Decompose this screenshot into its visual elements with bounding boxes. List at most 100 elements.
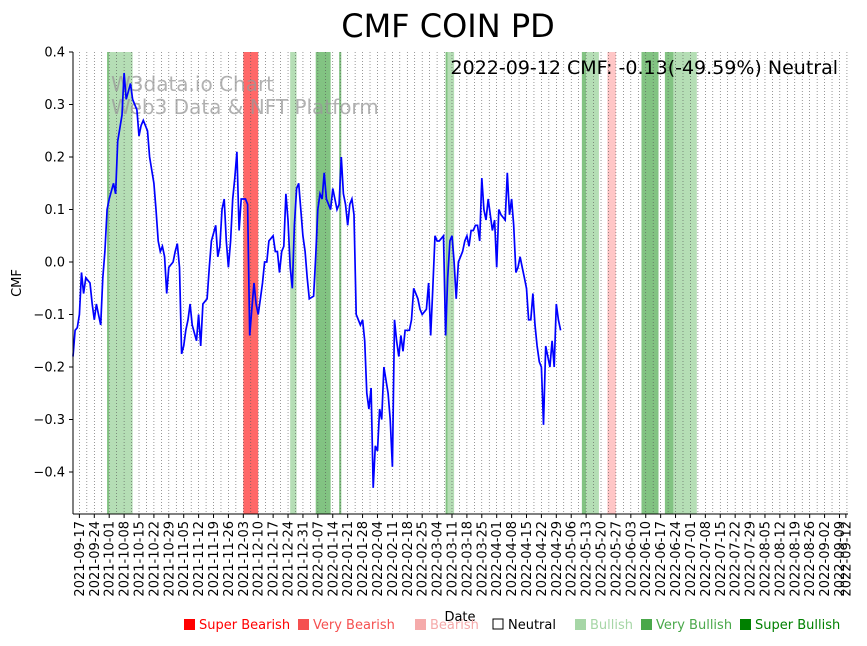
x-tick-label: 2021-11-05 — [177, 521, 192, 597]
x-tick-label: 2021-11-19 — [207, 521, 222, 597]
x-tick-label: 2022-04-15 — [520, 521, 535, 597]
legend-swatch — [184, 619, 195, 630]
x-tick-label: 2022-06-10 — [639, 521, 654, 597]
signal-span-3 — [290, 52, 297, 514]
signal-span-9 — [586, 52, 599, 514]
legend-label: Bearish — [430, 618, 479, 633]
x-tick-label: 2022-09-02 — [818, 521, 833, 597]
x-tick-label: 2022-08-05 — [758, 521, 773, 597]
x-tick-label: 2021-11-26 — [222, 521, 237, 597]
watermark-line-1: W3data.io Chart — [111, 72, 274, 96]
legend-swatch — [298, 619, 309, 630]
x-tick-label: 2021-09-17 — [73, 521, 88, 597]
x-tick-label: 2022-02-18 — [401, 521, 416, 597]
x-tick-label: 2022-02-25 — [416, 521, 431, 597]
signal-span-13 — [673, 52, 697, 514]
legend-item: Bullish — [575, 618, 633, 633]
x-tick-label: 2022-07-01 — [684, 521, 699, 597]
x-tick-label: 2021-10-29 — [162, 521, 177, 597]
y-tick-label: 0.4 — [44, 46, 65, 61]
x-tick-label: 2021-10-01 — [103, 521, 118, 597]
x-tick-label: 2022-03-25 — [475, 521, 490, 597]
x-tick-label: 2021-12-03 — [237, 521, 252, 597]
cmf-line — [72, 72, 562, 488]
legend-label: Bullish — [590, 618, 633, 633]
x-tick-label: 2022-08-19 — [788, 521, 803, 597]
x-tick-label: 2022-08-12 — [773, 521, 788, 597]
x-tick-label: 2022-03-11 — [445, 521, 460, 597]
x-tick-label: 2022-06-24 — [669, 521, 684, 597]
x-tick-label: 2022-01-21 — [341, 521, 356, 597]
x-tick-label: 2021-10-15 — [133, 521, 148, 597]
y-tick-label: −0.4 — [33, 466, 65, 481]
signal-span-0 — [107, 52, 110, 514]
x-tick-label: 2022-08-26 — [803, 521, 818, 597]
x-tick-label: 2022-09-09 — [833, 521, 848, 597]
legend-swatch — [740, 619, 751, 630]
x-tick-label: 2022-05-27 — [609, 521, 624, 597]
x-tick-label: 2021-12-10 — [252, 521, 267, 597]
y-axis-label: CMF — [10, 269, 25, 297]
x-axis-label: Date — [444, 610, 475, 625]
y-tick-label: −0.3 — [33, 413, 65, 428]
y-tick-label: −0.2 — [33, 361, 65, 376]
legend-label: Super Bullish — [755, 618, 840, 633]
legend-item: Super Bearish — [184, 618, 290, 633]
x-tick-label: 2021-09-24 — [88, 521, 103, 597]
legend-item: Very Bullish — [641, 618, 732, 633]
x-tick-label: 2022-05-13 — [580, 521, 595, 597]
x-tick-label: 2021-10-08 — [118, 521, 133, 597]
x-tick-label: 2022-07-29 — [744, 521, 759, 597]
signal-span-7 — [447, 52, 455, 514]
x-tick-label: 2022-03-04 — [431, 521, 446, 597]
x-tick-label: 2022-01-07 — [311, 521, 326, 597]
watermark-line-2: Web3 Data & NFT Platform — [111, 95, 379, 119]
x-tick-label: 2022-01-14 — [326, 521, 341, 597]
x-tick-label: 2022-07-15 — [714, 521, 729, 597]
x-tick-label: 2022-09-12 — [839, 521, 854, 597]
x-tick-label: 2021-12-31 — [296, 521, 311, 597]
x-tick-label: 2022-04-29 — [550, 521, 565, 597]
y-tick-label: 0.0 — [44, 256, 65, 271]
x-tick-label: 2022-06-03 — [624, 521, 639, 597]
legend-swatch — [492, 618, 504, 630]
x-tick-label: 2021-12-17 — [267, 521, 282, 597]
x-tick-label: 2021-10-22 — [147, 521, 162, 597]
legend-item: Super Bullish — [740, 618, 840, 633]
y-tick-label: 0.3 — [44, 98, 65, 113]
x-tick-label: 2021-12-24 — [282, 521, 297, 597]
y-tick-label: −0.1 — [33, 308, 65, 323]
signal-span-4 — [315, 52, 331, 514]
x-tick-label: 2022-02-04 — [371, 521, 386, 597]
legend-swatch — [641, 619, 652, 630]
legend-item: Very Bearish — [298, 618, 395, 633]
x-tick-label: 2022-01-28 — [356, 521, 371, 597]
y-tick-label: 0.2 — [44, 151, 65, 166]
x-tick-label: 2022-05-20 — [595, 521, 610, 597]
y-tick-label: 0.1 — [44, 203, 65, 218]
x-tick-label: 2021-11-12 — [192, 521, 207, 597]
latest-value-annotation: 2022-09-12 CMF: -0.13(-49.59%) Neutral — [451, 57, 838, 79]
legend-label: Neutral — [508, 618, 556, 633]
legend-label: Very Bullish — [656, 618, 732, 633]
legend-label: Super Bearish — [199, 618, 290, 633]
signal-span-1 — [109, 52, 133, 514]
x-tick-label: 2022-07-08 — [699, 521, 714, 597]
legend-item: Neutral — [492, 618, 556, 633]
x-tick-label: 2022-03-18 — [460, 521, 475, 597]
legend-swatch — [575, 619, 586, 630]
legend-label: Very Bearish — [313, 618, 395, 633]
x-tick-label: 2022-04-01 — [490, 521, 505, 597]
signal-span-10 — [607, 52, 616, 514]
legend-item: Bearish — [415, 618, 479, 633]
signal-span-11 — [641, 52, 659, 514]
x-tick-label: 2022-04-22 — [535, 521, 550, 597]
x-tick-label: 2022-04-08 — [505, 521, 520, 597]
x-tick-label: 2022-02-11 — [386, 521, 401, 597]
chart-title: CMF COIN PD — [341, 7, 555, 45]
x-tick-label: 2022-05-06 — [565, 521, 580, 597]
legend-swatch — [415, 619, 426, 630]
x-tick-label: 2022-07-22 — [729, 521, 744, 597]
x-tick-label: 2022-06-17 — [654, 521, 669, 597]
